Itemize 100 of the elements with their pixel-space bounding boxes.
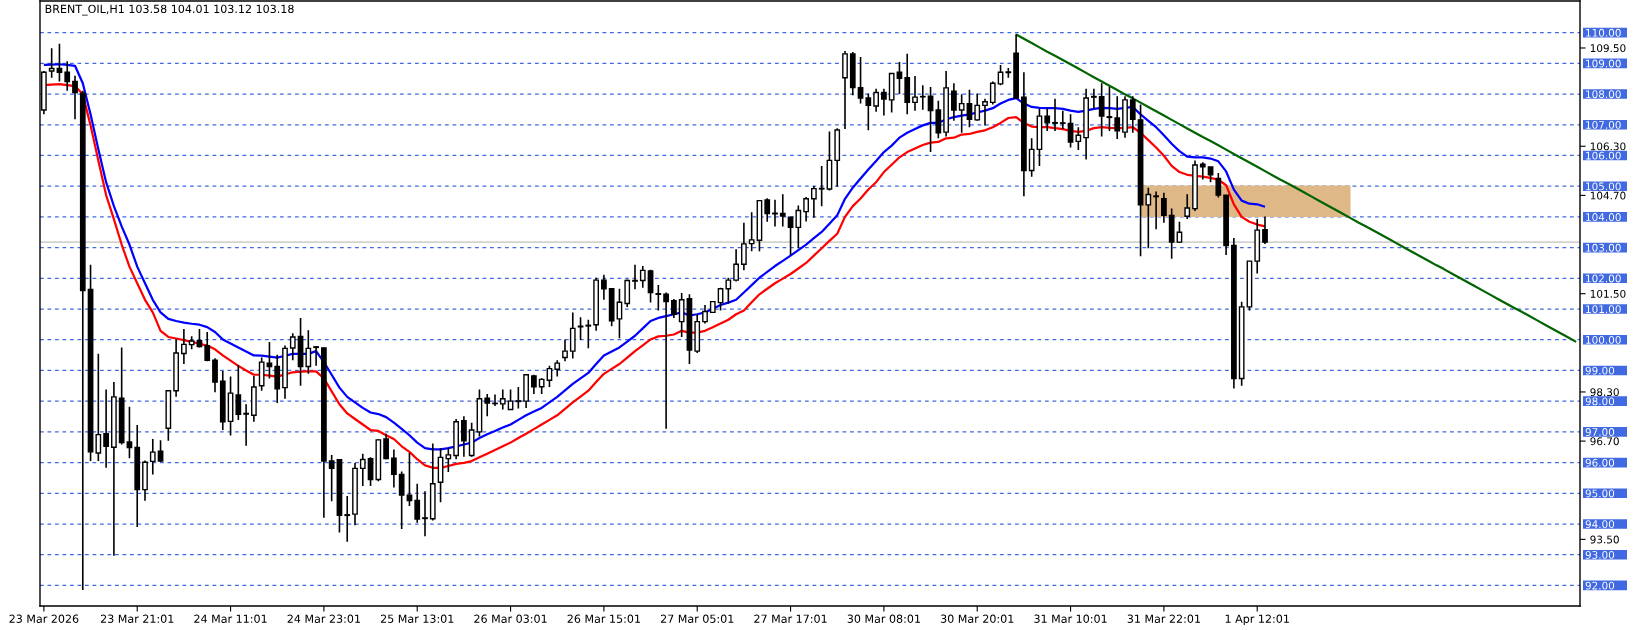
- candlestick: [406, 452, 413, 507]
- candlestick: [741, 221, 747, 272]
- ref-line-label: 102.00: [1586, 274, 1621, 283]
- candlestick: [1098, 82, 1105, 138]
- candlestick: [274, 353, 281, 404]
- x-tick-label: 23 Mar 21:01: [100, 614, 174, 623]
- candlestick: [803, 196, 809, 223]
- candlestick: [982, 97, 988, 127]
- ref-line-label: 97.00: [1585, 428, 1615, 436]
- candlestick: [1168, 207, 1175, 260]
- ref-line-label: 107.00: [1586, 120, 1621, 129]
- candlestick: [398, 470, 405, 530]
- ref-line-label: 110.00: [1586, 28, 1621, 37]
- y-tick-label: 106.30: [1590, 142, 1626, 151]
- candlestick: [328, 454, 335, 503]
- candlestick: [111, 381, 117, 557]
- candlestick: [313, 346, 319, 367]
- candlestick: [1145, 186, 1152, 250]
- candlestick: [865, 92, 872, 132]
- candlestick: [663, 291, 669, 430]
- candlestick: [134, 424, 141, 528]
- ref-line-label: 104.00: [1586, 213, 1621, 221]
- candlestick: [1052, 97, 1058, 132]
- candlestick: [251, 375, 257, 423]
- candlestick: [523, 374, 529, 409]
- candlestick: [289, 332, 296, 362]
- candlestick: [359, 452, 366, 487]
- candlestick: [1231, 237, 1237, 390]
- candlestick: [1129, 95, 1136, 134]
- candlestick: [818, 165, 825, 207]
- candlestick: [515, 386, 522, 410]
- candlestick: [795, 204, 802, 250]
- x-tick-label: 24 Mar 11:01: [194, 614, 267, 623]
- candlestick: [149, 438, 156, 476]
- ref-line-label: 106.00: [1586, 151, 1621, 160]
- candlestick: [56, 42, 63, 83]
- x-tick-label: 27 Mar 17:01: [754, 614, 827, 623]
- candlestick: [601, 273, 607, 301]
- candlestick: [748, 211, 755, 253]
- candlestick: [919, 84, 926, 111]
- candlestick: [639, 265, 646, 289]
- candlestick: [632, 264, 638, 291]
- candlestick: [655, 284, 662, 312]
- ref-line-label: 93.00: [1585, 550, 1615, 559]
- ref-line-label: 101.00: [1586, 305, 1621, 314]
- candlestick: [235, 364, 242, 421]
- ref-line-label: 100.00: [1586, 335, 1621, 344]
- candlestick: [1106, 86, 1113, 132]
- candlestick: [958, 93, 965, 134]
- candlestick: [577, 316, 584, 341]
- candlestick: [282, 344, 288, 400]
- candlestick: [484, 393, 491, 418]
- candlestick: [1199, 161, 1206, 181]
- candlestick: [585, 318, 592, 350]
- candlestick: [173, 338, 179, 398]
- x-tick-label: 25 Mar 13:01: [380, 614, 454, 623]
- candlestick: [857, 56, 864, 105]
- candlestick: [461, 415, 467, 458]
- candlestick: [391, 448, 397, 489]
- candlestick: [414, 482, 421, 524]
- candlestick: [764, 197, 771, 223]
- candlestick: [1223, 194, 1229, 256]
- candlestick: [694, 313, 701, 354]
- candlestick: [834, 127, 841, 188]
- candlestick: [873, 88, 879, 113]
- candlestick: [126, 405, 133, 460]
- x-tick-label: 31 Mar 10:01: [1034, 614, 1107, 623]
- candlestick: [181, 328, 187, 365]
- candlestick: [79, 89, 86, 591]
- candlestick: [811, 185, 817, 219]
- candlestick: [95, 353, 102, 462]
- x-tick-label: 23 Mar 2026: [9, 614, 79, 623]
- candlestick: [733, 248, 739, 281]
- candlestick: [943, 70, 949, 138]
- y-tick-label: 98.30: [1590, 388, 1619, 397]
- candlestick: [912, 75, 918, 112]
- candlestick: [678, 292, 685, 338]
- candlestick: [453, 418, 459, 460]
- line-series: [1015, 33, 1578, 343]
- candlestick: [429, 442, 436, 522]
- candlestick: [1059, 109, 1066, 130]
- candlestick: [48, 47, 55, 79]
- candlestick: [904, 53, 911, 116]
- candlestick: [531, 375, 537, 395]
- candlestick: [266, 341, 273, 380]
- x-tick-label: 31 Mar 22:01: [1127, 614, 1200, 623]
- candlestick: [554, 359, 561, 378]
- candlestick: [118, 346, 125, 446]
- candlestick: [243, 403, 249, 447]
- candlestick: [1254, 218, 1261, 275]
- candlestick: [1192, 159, 1198, 212]
- y-tick-label: 104.70: [1590, 191, 1626, 200]
- candlestick: [881, 88, 887, 117]
- y-tick-label: 101.50: [1590, 289, 1626, 298]
- candlestick: [1184, 193, 1191, 220]
- x-tick-label: 24 Mar 23:01: [287, 614, 360, 623]
- candlestick: [1083, 88, 1089, 161]
- y-tick-label: 109.50: [1590, 44, 1626, 53]
- x-tick-label: 27 Mar 05:01: [660, 614, 734, 623]
- x-tick-label: 26 Mar 03:01: [474, 614, 547, 623]
